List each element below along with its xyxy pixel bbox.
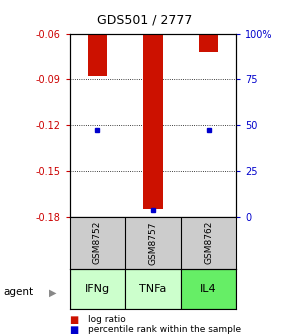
- Text: IL4: IL4: [200, 284, 217, 294]
- Text: GSM8757: GSM8757: [148, 221, 157, 264]
- Text: TNFa: TNFa: [139, 284, 167, 294]
- Text: log ratio: log ratio: [88, 316, 126, 324]
- Bar: [181, 269, 236, 309]
- Bar: [88, 34, 107, 76]
- Bar: [143, 34, 163, 209]
- Bar: [70, 269, 125, 309]
- Bar: [199, 34, 218, 52]
- Text: IFNg: IFNg: [85, 284, 110, 294]
- Text: ■: ■: [70, 325, 79, 335]
- Text: GSM8762: GSM8762: [204, 221, 213, 264]
- Text: ▶: ▶: [49, 287, 57, 297]
- Text: ■: ■: [70, 315, 79, 325]
- Text: GDS501 / 2777: GDS501 / 2777: [97, 13, 193, 27]
- Text: percentile rank within the sample: percentile rank within the sample: [88, 326, 242, 334]
- Bar: [125, 269, 181, 309]
- Text: agent: agent: [3, 287, 33, 297]
- Text: GSM8752: GSM8752: [93, 221, 102, 264]
